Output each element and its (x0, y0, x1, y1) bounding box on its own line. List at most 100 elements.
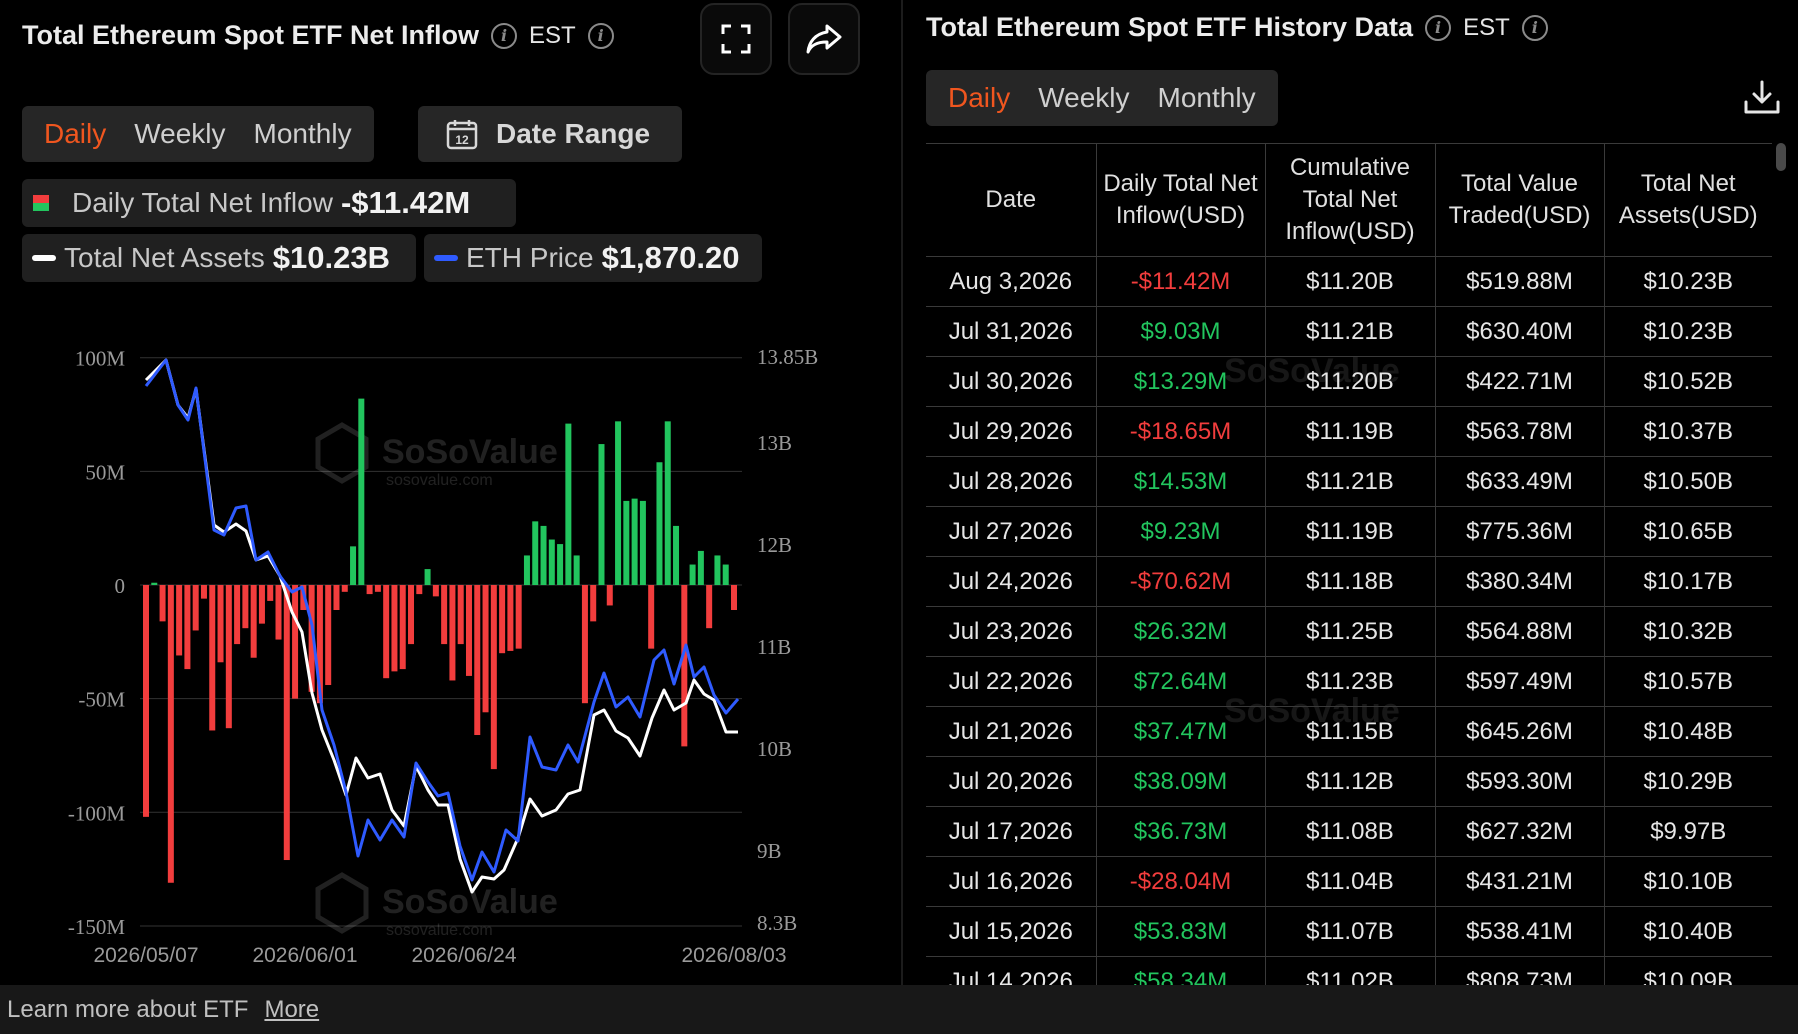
inflow-bar (590, 585, 597, 622)
tab-monthly[interactable]: Monthly (253, 118, 352, 149)
inflow-bar (648, 585, 655, 649)
download-icon[interactable] (1742, 78, 1782, 118)
history-tab-daily[interactable]: Daily (948, 82, 1011, 113)
inflow-bar (697, 550, 704, 585)
y-left-tick-label: 100M (75, 347, 126, 371)
daily-inflow-cell: $38.09M (1096, 756, 1266, 807)
history-table[interactable]: Date Daily Total Net Inflow(USD) Cumulat… (926, 143, 1778, 985)
inflow-bar (565, 423, 572, 585)
inflow-bar (200, 585, 207, 599)
inflow-bar (316, 585, 323, 704)
date-cell: Jul 28,2026 (926, 456, 1097, 507)
legend-net-assets[interactable]: Total Net Assets $10.23B (22, 234, 416, 282)
value-traded-cell: $563.78M (1435, 406, 1605, 457)
inflow-bar (408, 585, 415, 645)
y-right-tick-label: 8.3B (757, 911, 797, 935)
inflow-bar (383, 585, 390, 679)
table-scrollbar[interactable] (1776, 143, 1786, 171)
inflow-bar (615, 421, 622, 585)
cumulative-cell: $11.12B (1265, 756, 1436, 807)
inflow-bar (350, 546, 357, 585)
history-tab-weekly[interactable]: Weekly (1038, 82, 1130, 113)
inflow-bar (631, 498, 638, 585)
legend-daily-inflow[interactable]: Daily Total Net Inflow -$11.42M (22, 179, 516, 227)
column-header-cumulative: Cumulative Total Net Inflow(USD) (1265, 143, 1436, 257)
tab-daily[interactable]: Daily (44, 118, 107, 149)
watermark-text: SoSoValue (382, 433, 558, 471)
table-row: Jul 29,2026 -$18.65M $11.19B $563.78M $10.37… (926, 406, 1772, 457)
daily-inflow-cell: $72.64M (1096, 656, 1266, 707)
y-right-tick-label: 13B (757, 431, 792, 455)
inflow-bar (225, 585, 232, 729)
inflow-bar (449, 585, 456, 681)
net-assets-cell: $10.10B (1604, 856, 1772, 907)
history-title: Total Ethereum Spot ETF History Data i E… (926, 12, 1548, 43)
inflow-bar (250, 585, 257, 658)
value-traded-cell: $564.88M (1435, 606, 1605, 657)
history-timezone-info-icon[interactable]: i (1521, 14, 1548, 41)
y-right-tick-label: 9B (757, 839, 782, 863)
date-cell: Jul 22,2026 (926, 656, 1097, 707)
daily-inflow-cell: -$11.42M (1096, 256, 1266, 307)
date-cell: Jul 17,2026 (926, 806, 1097, 857)
value-traded-cell: $775.36M (1435, 506, 1605, 557)
table-header-row: Date Daily Total Net Inflow(USD) Cumulat… (926, 143, 1772, 257)
inflow-bar (673, 525, 680, 585)
inflow-bar (499, 585, 506, 654)
y-left-tick-label: 50M (85, 460, 125, 484)
legend-eth-price[interactable]: ETH Price $1,870.20 (424, 234, 762, 282)
inflow-bar (267, 585, 274, 601)
net-assets-cell: $10.40B (1604, 906, 1772, 957)
daily-inflow-cell: $36.73M (1096, 806, 1266, 857)
value-traded-cell: $645.26M (1435, 706, 1605, 757)
cumulative-cell: $11.23B (1265, 656, 1436, 707)
tab-weekly[interactable]: Weekly (134, 118, 226, 149)
fullscreen-button[interactable] (700, 3, 772, 75)
inflow-bar (209, 585, 216, 731)
value-traded-cell: $519.88M (1435, 256, 1605, 307)
timezone-info-icon[interactable]: i (587, 22, 614, 49)
inflow-bar (333, 585, 340, 611)
inflow-bar (689, 564, 696, 585)
info-icon[interactable]: i (491, 22, 517, 49)
date-cell: Jul 30,2026 (926, 356, 1097, 407)
x-tick-label: 2026/08/03 (681, 944, 786, 967)
inflow-bar (159, 585, 166, 622)
value-traded-cell: $593.30M (1435, 756, 1605, 807)
y-left-tick-label: 0 (115, 574, 126, 598)
date-cell: Jul 24,2026 (926, 556, 1097, 607)
value-traded-cell: $597.49M (1435, 656, 1605, 707)
inflow-bar (465, 585, 472, 676)
inflow-bar (557, 544, 564, 585)
date-cell: Jul 27,2026 (926, 506, 1097, 557)
value-traded-cell: $538.41M (1435, 906, 1605, 957)
table-row: Jul 27,2026 $9.23M $11.19B $775.36M $10.65B (926, 506, 1772, 557)
daily-inflow-cell: $13.29M (1096, 356, 1266, 407)
inflow-bar (482, 585, 489, 713)
share-button[interactable] (788, 3, 860, 75)
y-left-tick-label: -100M (68, 801, 125, 825)
date-range-button[interactable]: 12 Date Range (418, 106, 682, 162)
inflow-bar (714, 555, 721, 585)
inflow-bar (374, 585, 381, 592)
table-row: Jul 17,2026 $36.73M $11.08B $627.32M $9.97B (926, 806, 1772, 857)
history-tab-monthly[interactable]: Monthly (1157, 82, 1256, 113)
inflow-bar (167, 585, 174, 883)
history-info-icon[interactable]: i (1425, 14, 1452, 41)
daily-inflow-cell: $14.53M (1096, 456, 1266, 507)
cumulative-cell: $11.08B (1265, 806, 1436, 857)
cumulative-cell: $11.25B (1265, 606, 1436, 657)
assets-legend-swatch (32, 255, 56, 261)
daily-inflow-cell: $58.34M (1096, 956, 1266, 985)
inflow-bar (664, 421, 671, 585)
inflow-bar (706, 585, 713, 629)
inflow-chart[interactable]: SoSoValuesosovalue.comSoSoValuesosovalue… (0, 320, 900, 980)
inflow-bar (540, 525, 547, 585)
cumulative-cell: $11.21B (1265, 456, 1436, 507)
date-cell: Jul 31,2026 (926, 306, 1097, 357)
more-link[interactable]: More (264, 995, 320, 1023)
inflow-bar (192, 585, 199, 631)
watermark-subtext: sosovalue.com (386, 922, 493, 939)
inflow-bar (366, 585, 373, 595)
